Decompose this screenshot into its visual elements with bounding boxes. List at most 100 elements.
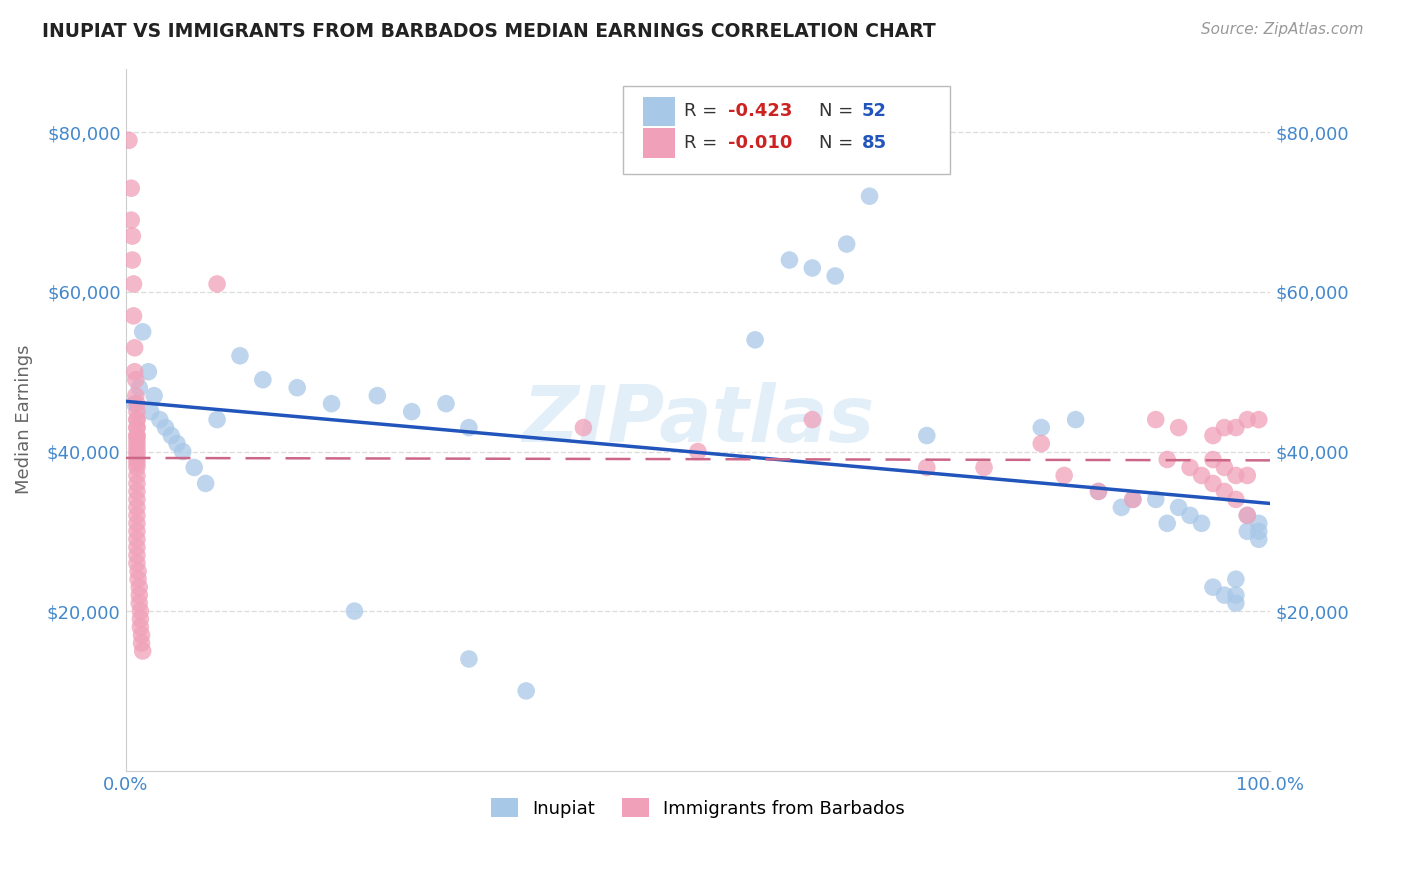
Point bbox=[122, 277, 145, 291]
Point bbox=[858, 189, 880, 203]
Point bbox=[125, 449, 148, 463]
Point bbox=[125, 433, 148, 447]
Point bbox=[1144, 492, 1167, 507]
Point bbox=[125, 397, 148, 411]
Point bbox=[401, 404, 423, 418]
Point bbox=[125, 460, 148, 475]
Point bbox=[131, 325, 153, 339]
Point bbox=[125, 428, 148, 442]
Point bbox=[129, 620, 152, 634]
Point bbox=[125, 468, 148, 483]
Point bbox=[1225, 468, 1247, 483]
Point bbox=[285, 381, 308, 395]
Point bbox=[138, 365, 160, 379]
Point bbox=[125, 500, 148, 515]
Point bbox=[1111, 500, 1133, 515]
Text: 85: 85 bbox=[862, 134, 887, 152]
Point bbox=[1167, 500, 1189, 515]
Point bbox=[125, 428, 148, 442]
Point bbox=[1202, 580, 1225, 594]
Point bbox=[1225, 492, 1247, 507]
Text: 52: 52 bbox=[862, 103, 887, 120]
Point bbox=[118, 133, 141, 147]
Point bbox=[1236, 524, 1258, 539]
Point bbox=[1122, 492, 1144, 507]
Point bbox=[131, 636, 153, 650]
Point bbox=[515, 684, 537, 698]
Point bbox=[172, 444, 194, 458]
Point bbox=[321, 397, 343, 411]
FancyBboxPatch shape bbox=[643, 96, 675, 126]
Point bbox=[366, 389, 388, 403]
FancyBboxPatch shape bbox=[623, 86, 949, 174]
Point bbox=[458, 420, 481, 434]
Point bbox=[801, 412, 824, 426]
Point bbox=[131, 644, 153, 658]
Point bbox=[1247, 533, 1270, 547]
Point bbox=[166, 436, 188, 450]
Point bbox=[125, 441, 148, 455]
Point bbox=[1202, 428, 1225, 442]
Point bbox=[125, 444, 148, 458]
Point bbox=[205, 277, 228, 291]
Point bbox=[149, 412, 172, 426]
Point bbox=[125, 524, 148, 539]
Point bbox=[125, 420, 148, 434]
Point bbox=[1247, 412, 1270, 426]
Point bbox=[801, 260, 824, 275]
Point bbox=[915, 460, 938, 475]
Point bbox=[1156, 516, 1178, 531]
Point bbox=[434, 397, 457, 411]
Point bbox=[128, 580, 150, 594]
Text: INUPIAT VS IMMIGRANTS FROM BARBADOS MEDIAN EARNINGS CORRELATION CHART: INUPIAT VS IMMIGRANTS FROM BARBADOS MEDI… bbox=[42, 22, 936, 41]
Point bbox=[121, 253, 143, 268]
Point bbox=[127, 572, 149, 586]
Point bbox=[1236, 412, 1258, 426]
Text: -0.010: -0.010 bbox=[728, 134, 792, 152]
Point bbox=[194, 476, 217, 491]
Point bbox=[121, 229, 143, 244]
Point bbox=[128, 381, 150, 395]
Point bbox=[131, 628, 153, 642]
Point bbox=[128, 588, 150, 602]
Point bbox=[572, 420, 595, 434]
Point bbox=[1236, 468, 1258, 483]
Point bbox=[1191, 516, 1213, 531]
Point bbox=[125, 412, 148, 426]
Point bbox=[1064, 412, 1087, 426]
Point bbox=[1225, 572, 1247, 586]
Point bbox=[125, 556, 148, 570]
Point bbox=[1087, 484, 1109, 499]
Point bbox=[125, 508, 148, 523]
Point bbox=[125, 420, 148, 434]
Point bbox=[1225, 588, 1247, 602]
Point bbox=[127, 564, 149, 578]
Point bbox=[125, 516, 148, 531]
Point bbox=[122, 309, 145, 323]
Point bbox=[125, 404, 148, 418]
Point bbox=[125, 541, 148, 555]
Point bbox=[1031, 420, 1053, 434]
Point bbox=[1156, 452, 1178, 467]
Point bbox=[129, 604, 152, 618]
Point bbox=[183, 460, 205, 475]
Point bbox=[155, 420, 177, 434]
Point bbox=[129, 612, 152, 626]
Point bbox=[915, 428, 938, 442]
Point bbox=[125, 373, 148, 387]
Point bbox=[1225, 420, 1247, 434]
Point bbox=[229, 349, 252, 363]
Point bbox=[125, 457, 148, 471]
Point bbox=[1247, 516, 1270, 531]
Point bbox=[125, 476, 148, 491]
Point bbox=[1178, 508, 1201, 523]
Point bbox=[125, 452, 148, 467]
Point bbox=[1178, 460, 1201, 475]
Point bbox=[973, 460, 995, 475]
Point bbox=[778, 253, 800, 268]
Text: R =: R = bbox=[685, 134, 723, 152]
Point bbox=[1144, 412, 1167, 426]
Point bbox=[125, 492, 148, 507]
FancyBboxPatch shape bbox=[643, 128, 675, 158]
Point bbox=[205, 412, 228, 426]
